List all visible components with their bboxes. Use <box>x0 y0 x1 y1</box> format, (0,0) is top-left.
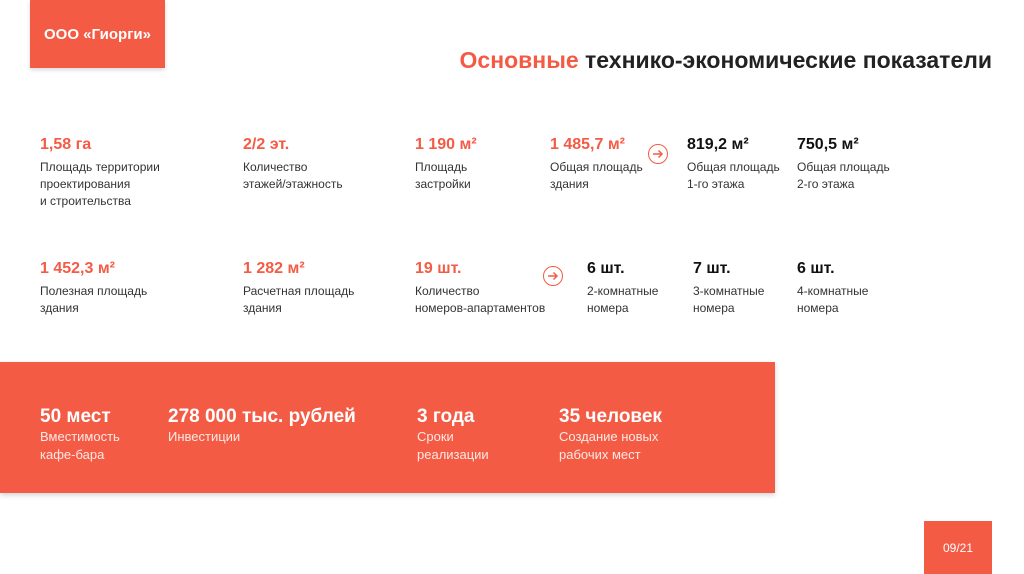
metric-value: 2/2 эт. <box>243 136 290 153</box>
metric-value: 6 шт. <box>587 260 625 277</box>
banner-label: Сроки реализации <box>417 429 489 462</box>
metric-label: 3-комнатные номера <box>693 284 765 315</box>
metric-building-footprint: 1 190 м² Площадь застройки <box>415 135 477 193</box>
metric-value: 19 шт. <box>415 260 462 277</box>
metric-label: Общая площадь 1-го этажа <box>687 160 780 191</box>
metric-territory-area: 1,58 га Площадь территории проектировани… <box>40 135 160 210</box>
banner-label: Создание новых рабочих мест <box>559 429 659 462</box>
banner-cafe-capacity: 50 мест Вместимость кафе-бара <box>40 406 120 464</box>
metric-value: 1 282 м² <box>243 260 305 277</box>
metric-value: 1,58 га <box>40 136 92 153</box>
key-figures-banner: 50 мест Вместимость кафе-бара 278 000 ты… <box>0 362 775 493</box>
banner-label: Инвестиции <box>168 429 241 444</box>
metric-two-room: 6 шт. 2-комнатные номера <box>587 259 658 317</box>
banner-value: 35 человек <box>559 406 662 427</box>
banner-label: Вместимость кафе-бара <box>40 429 120 462</box>
arrow-right-circle-icon <box>543 266 563 286</box>
page-number: 09/21 <box>924 521 992 574</box>
metric-label: Количество номеров-апартаментов <box>415 284 546 315</box>
metric-value: 750,5 м² <box>797 136 859 153</box>
metric-value: 1 485,7 м² <box>550 136 625 153</box>
metric-floors: 2/2 эт. Количество этажей/этажность <box>243 135 343 193</box>
metric-label: Площадь застройки <box>415 160 471 191</box>
title-rest: технико-экономические показатели <box>578 47 992 73</box>
title-accent: Основные <box>459 47 579 73</box>
metric-label: Расчетная площадь здания <box>243 284 355 315</box>
banner-timeline: 3 года Сроки реализации <box>417 406 489 464</box>
metric-estimated-area: 1 282 м² Расчетная площадь здания <box>243 259 354 317</box>
metric-value: 1 452,3 м² <box>40 260 115 277</box>
metric-label: 4-комнатные номера <box>797 284 869 315</box>
company-badge: ООО «Гиорги» <box>30 0 165 68</box>
metric-value: 1 190 м² <box>415 136 477 153</box>
metric-value: 7 шт. <box>693 260 731 277</box>
metric-label: Площадь территории проектирования и стро… <box>40 160 160 208</box>
metric-four-room: 6 шт. 4-комнатные номера <box>797 259 868 317</box>
metric-first-floor-area: 819,2 м² Общая площадь 1-го этажа <box>687 135 780 193</box>
metric-three-room: 7 шт. 3-комнатные номера <box>693 259 764 317</box>
metric-label: Количество этажей/этажность <box>243 160 343 191</box>
page-title: Основные технико-экономические показател… <box>0 47 992 74</box>
banner-value: 3 года <box>417 406 475 427</box>
metric-value: 6 шт. <box>797 260 835 277</box>
banner-value: 50 мест <box>40 406 111 427</box>
metric-label: Общая площадь 2-го этажа <box>797 160 890 191</box>
metric-second-floor-area: 750,5 м² Общая площадь 2-го этажа <box>797 135 890 193</box>
banner-jobs: 35 человек Создание новых рабочих мест <box>559 406 662 464</box>
metric-label: 2-комнатные номера <box>587 284 659 315</box>
metric-usable-area: 1 452,3 м² Полезная площадь здания <box>40 259 147 317</box>
banner-value: 278 000 тыс. рублей <box>168 406 356 427</box>
metric-total-area: 1 485,7 м² Общая площадь здания <box>550 135 643 193</box>
metric-label: Общая площадь здания <box>550 160 643 191</box>
metric-value: 819,2 м² <box>687 136 749 153</box>
metric-apartments-count: 19 шт. Количество номеров-апартаментов <box>415 259 545 317</box>
page-number-label: 09/21 <box>942 540 974 555</box>
metric-label: Полезная площадь здания <box>40 284 148 315</box>
arrow-right-circle-icon <box>648 144 668 164</box>
banner-investments: 278 000 тыс. рублей Инвестиции <box>168 406 356 446</box>
company-name: ООО «Гиорги» <box>44 25 151 43</box>
